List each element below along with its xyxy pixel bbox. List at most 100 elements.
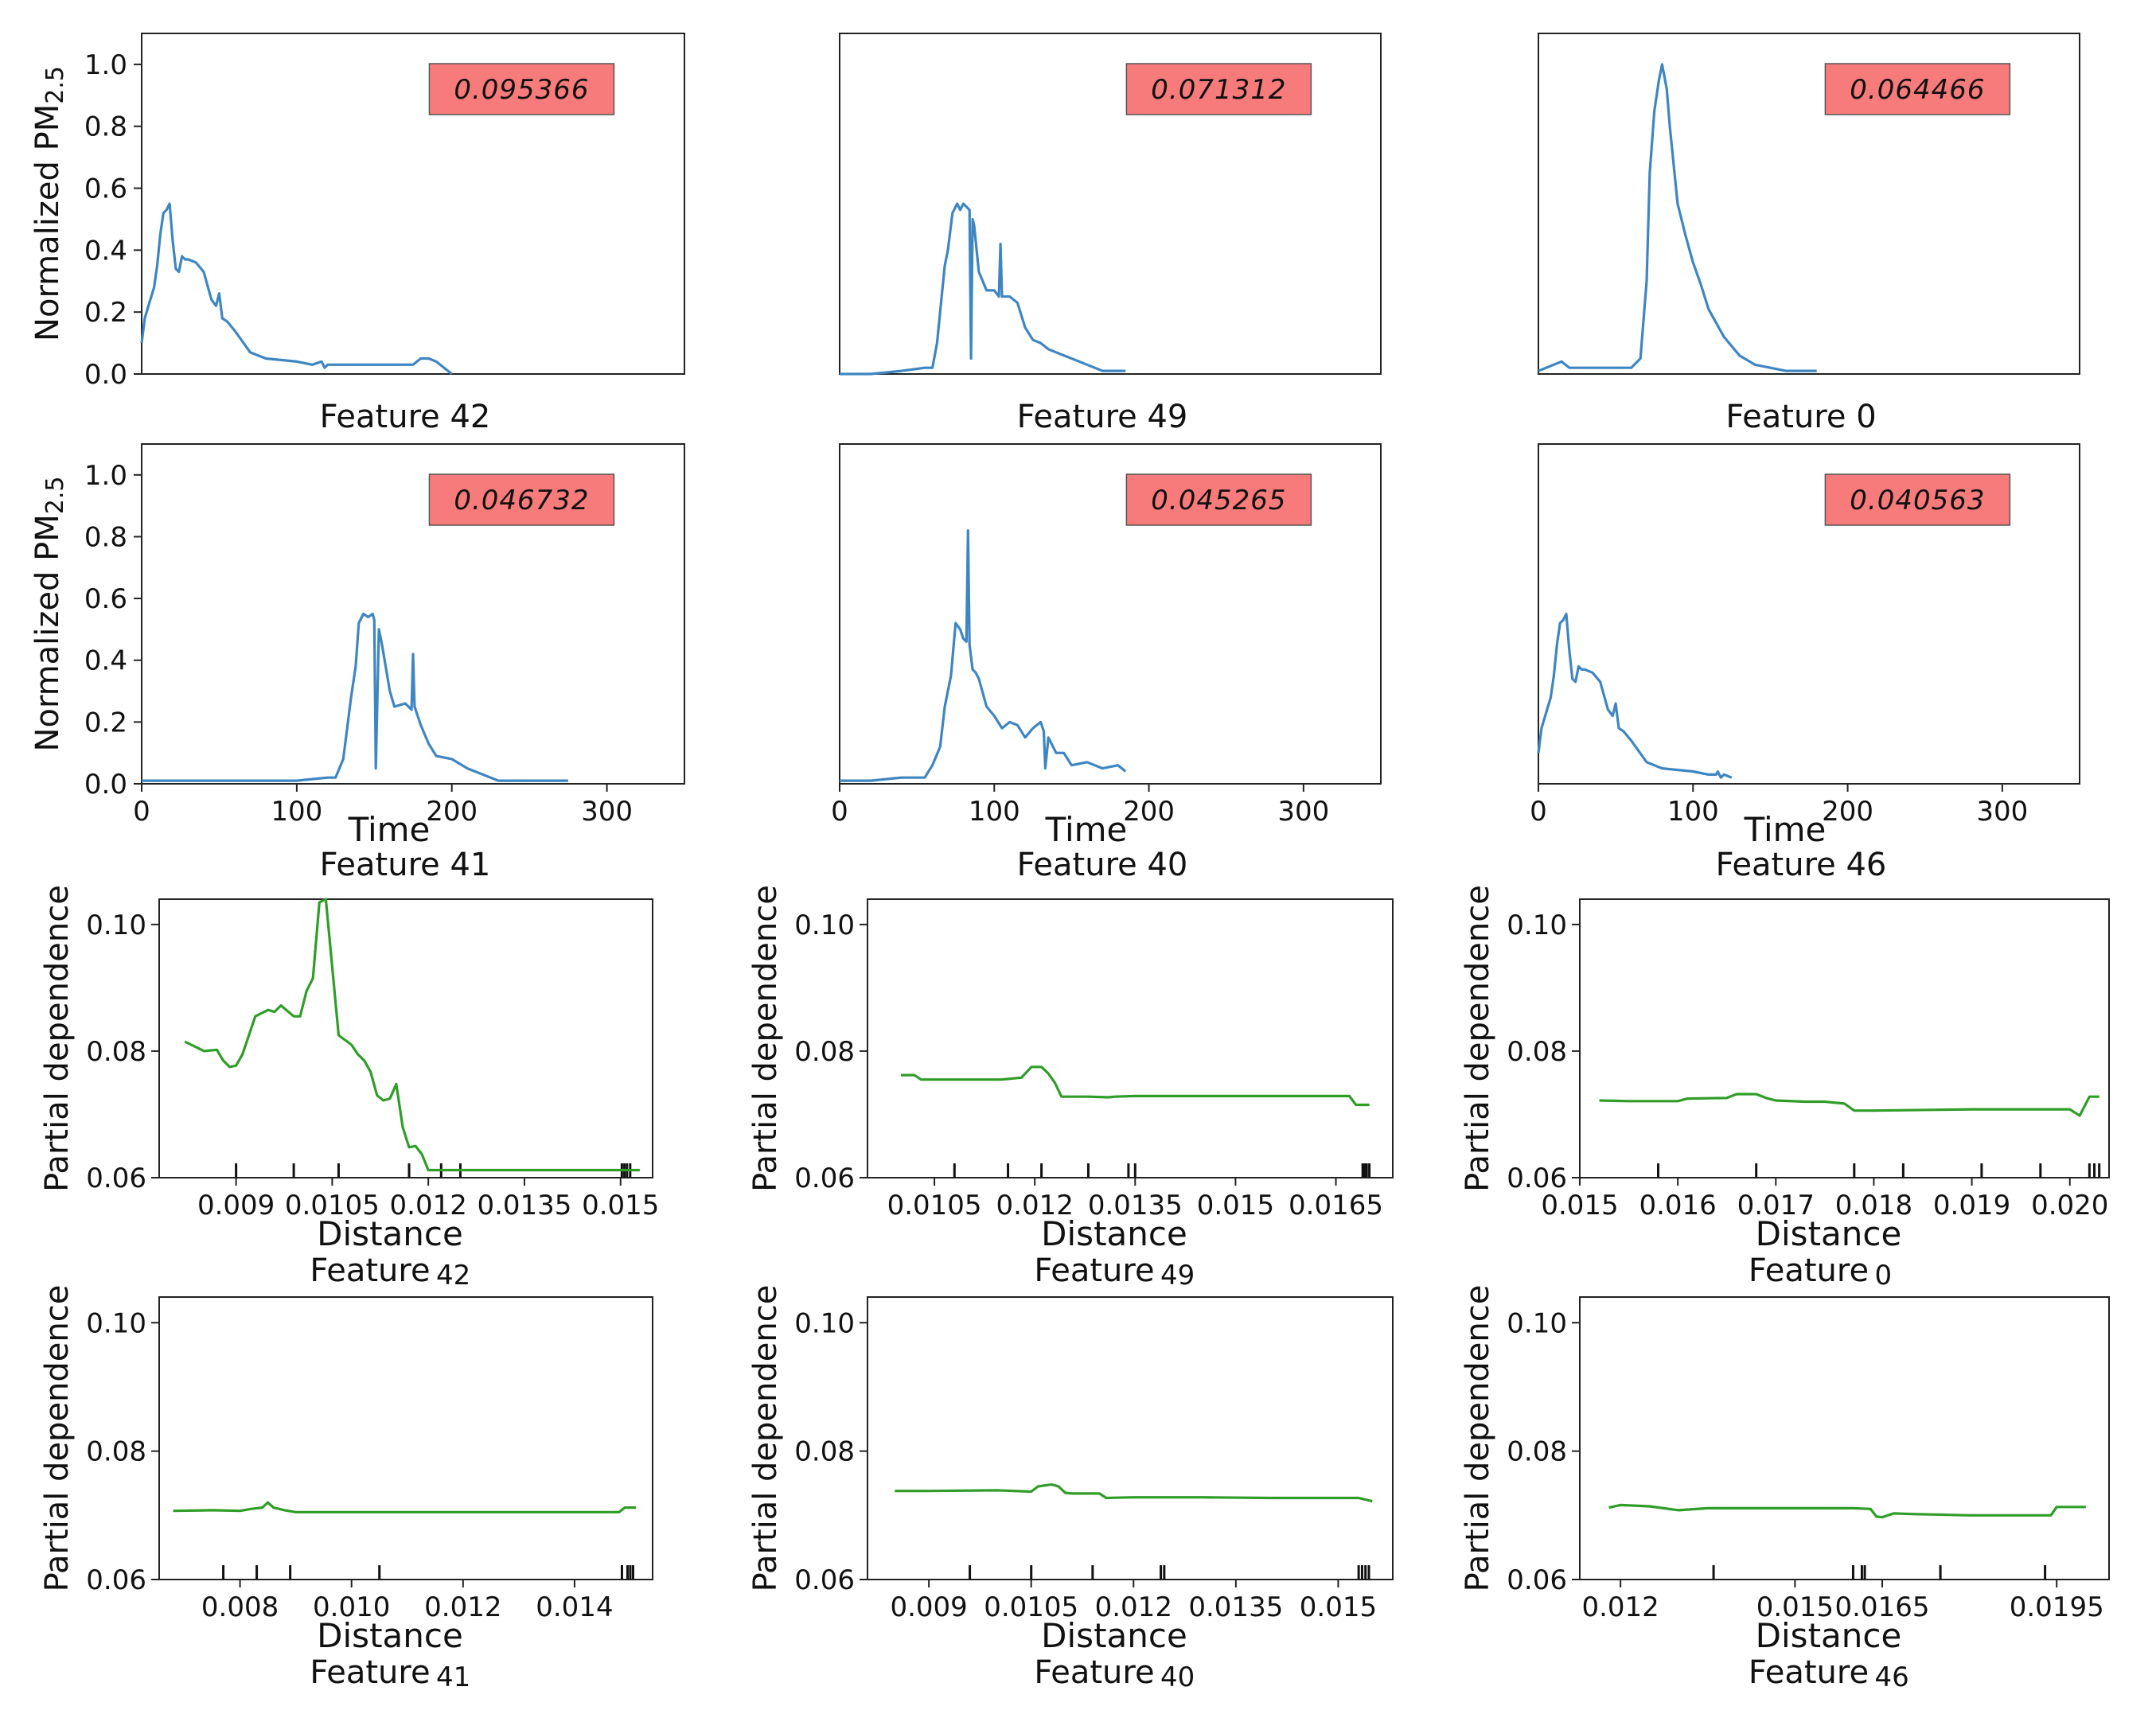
- feature-title: Feature: [310, 1252, 430, 1289]
- x-tick-label: 0.0195: [2010, 1591, 2104, 1623]
- x-tick-label: 0.020: [2031, 1190, 2108, 1221]
- y-tick-label: 0.8: [84, 521, 127, 553]
- plot-frame: [1579, 898, 2110, 1178]
- plot-frame: [1538, 33, 2080, 375]
- y-tick-label: 0.8: [84, 111, 127, 143]
- y-tick-label: 0.6: [84, 173, 127, 205]
- x-tick-label: 0.0105: [887, 1190, 982, 1221]
- y-tick-label: 0.2: [84, 297, 127, 329]
- feature-number: 0: [1875, 1260, 1893, 1291]
- importance-badge: [1824, 473, 2011, 526]
- x-tick-label: 0.014: [536, 1591, 613, 1623]
- importance-value: 0.064466: [1850, 74, 1985, 106]
- pm25-series-line: [140, 202, 453, 376]
- pm25-series-line: [840, 529, 1127, 782]
- x-tick-label: 0.0135: [477, 1190, 571, 1221]
- y-tick-label: 0.08: [1507, 1436, 1567, 1468]
- y-tick-label: 0.06: [1507, 1564, 1567, 1596]
- feature-number: 41: [436, 1661, 470, 1693]
- importance-value: 0.046732: [454, 485, 589, 516]
- x-tick-label: 0.009: [197, 1190, 275, 1221]
- feature-number: 46: [1875, 1661, 1909, 1693]
- subplot-pd41: 0.06 0.08 0.10 Partial dependence 0.008 0.010…: [39, 1285, 653, 1693]
- x-tick-label: 100: [271, 796, 322, 828]
- y-tick-label: 0.08: [1507, 1036, 1567, 1068]
- x-tick-label: 100: [1667, 796, 1719, 828]
- y-tick-label: 0.10: [86, 1307, 146, 1339]
- importance-value: 0.040563: [1850, 485, 1985, 516]
- y-tick-label: 0.6: [84, 583, 127, 615]
- x-tick-label: 0.0135: [1088, 1190, 1183, 1221]
- y-tick-label: 0.10: [1507, 1307, 1567, 1339]
- importance-value: 0.045265: [1151, 485, 1286, 516]
- importance-value: 0.071312: [1151, 74, 1286, 106]
- subplot-ts42: 0.0 0.2 0.4 0.6 0.8 1.0 Normalized PM2.5 0.0953…: [29, 33, 685, 435]
- y-tick-label: 0.4: [84, 235, 127, 267]
- subplot-ts49: 0.071312 Feature 49: [839, 33, 1382, 435]
- plot-frame: [1538, 443, 2080, 785]
- y-axis-label: Partial dependence: [39, 885, 76, 1192]
- x-axis-label: Distance: [1041, 1214, 1187, 1253]
- importance-badge: [1125, 63, 1312, 115]
- subplot-pd0: 0.06 0.08 0.10 Partial dependence 0.015 0.016…: [1460, 885, 2110, 1291]
- x-tick-label: 0.015: [1541, 1190, 1618, 1221]
- x-tick-label: 200: [426, 796, 478, 828]
- feature-title: Feature 0: [1725, 399, 1876, 435]
- x-tick-label: 0.017: [1737, 1190, 1815, 1221]
- plot-frame: [867, 1296, 1394, 1580]
- y-tick-label: 0.10: [794, 910, 855, 941]
- y-axis-label: Partial dependence: [39, 1285, 76, 1592]
- x-tick-label: 0.008: [201, 1591, 279, 1623]
- importance-badge: [1824, 63, 2011, 115]
- x-tick-label: 0.012: [390, 1190, 467, 1221]
- pm25-series-line: [142, 612, 568, 782]
- y-tick-label: 0.10: [86, 910, 146, 941]
- subplot-pd40: 0.06 0.08 0.10 Partial dependence 0.009 0.010…: [747, 1285, 1394, 1693]
- x-tick-label: 0.012: [1095, 1591, 1172, 1623]
- plot-frame: [141, 33, 685, 375]
- y-tick-label: 0.0: [84, 359, 127, 391]
- x-tick-label: 0.012: [996, 1190, 1074, 1221]
- x-axis-label: Distance: [1041, 1616, 1187, 1655]
- y-axis-label: Partial dependence: [747, 885, 784, 1192]
- y-tick-label: 0.08: [86, 1436, 146, 1468]
- x-tick-label: 300: [581, 796, 633, 828]
- x-tick-label: 0: [1530, 796, 1547, 828]
- y-tick-label: 0.4: [84, 645, 127, 677]
- plot-frame: [158, 898, 653, 1178]
- partial-dependence-line: [901, 1065, 1370, 1107]
- x-axis-label: Time: [1744, 810, 1827, 849]
- x-tick-label: 0.010: [313, 1591, 390, 1623]
- subplot-pd46: 0.06 0.08 0.10 Partial dependence 0.012 0.015…: [1460, 1285, 2110, 1693]
- feature-number: 42: [436, 1260, 470, 1291]
- feature-number: 40: [1160, 1661, 1195, 1693]
- pm25-series-line: [1538, 63, 1817, 372]
- y-axis-label: Partial dependence: [1460, 885, 1496, 1192]
- partial-dependence-line: [895, 1482, 1373, 1503]
- plot-frame: [839, 443, 1382, 785]
- plot-frame: [1579, 1296, 2110, 1580]
- x-tick-label: 0.0165: [1835, 1591, 1930, 1623]
- y-tick-label: 0.10: [794, 1307, 855, 1339]
- y-axis-label: Normalized PM2.5: [29, 66, 69, 341]
- y-tick-label: 0.06: [794, 1564, 855, 1596]
- x-tick-label: 0: [133, 796, 150, 828]
- importance-badge: [428, 63, 615, 115]
- x-tick-label: 0: [831, 796, 848, 828]
- x-tick-label: 200: [1123, 796, 1175, 828]
- partial-dependence-line: [1599, 1093, 2099, 1117]
- x-tick-label: 0.012: [1581, 1591, 1659, 1623]
- feature-title: Feature: [1749, 1654, 1869, 1691]
- partial-dependence-line: [184, 898, 640, 1172]
- subplot-pd49: 0.06 0.08 0.10 Partial dependence 0.0105 0.01…: [747, 885, 1394, 1291]
- x-tick-label: 0.009: [890, 1591, 967, 1623]
- x-tick-label: 0.012: [424, 1591, 501, 1623]
- x-tick-label: 0.016: [1639, 1190, 1716, 1221]
- x-tick-label: 0.015: [1197, 1190, 1274, 1221]
- y-tick-label: 0.0: [84, 769, 127, 801]
- x-tick-label: 0.015: [1300, 1591, 1377, 1623]
- y-tick-label: 0.08: [86, 1036, 146, 1068]
- pm25-series-line: [840, 202, 1126, 376]
- plot-frame: [158, 1296, 653, 1580]
